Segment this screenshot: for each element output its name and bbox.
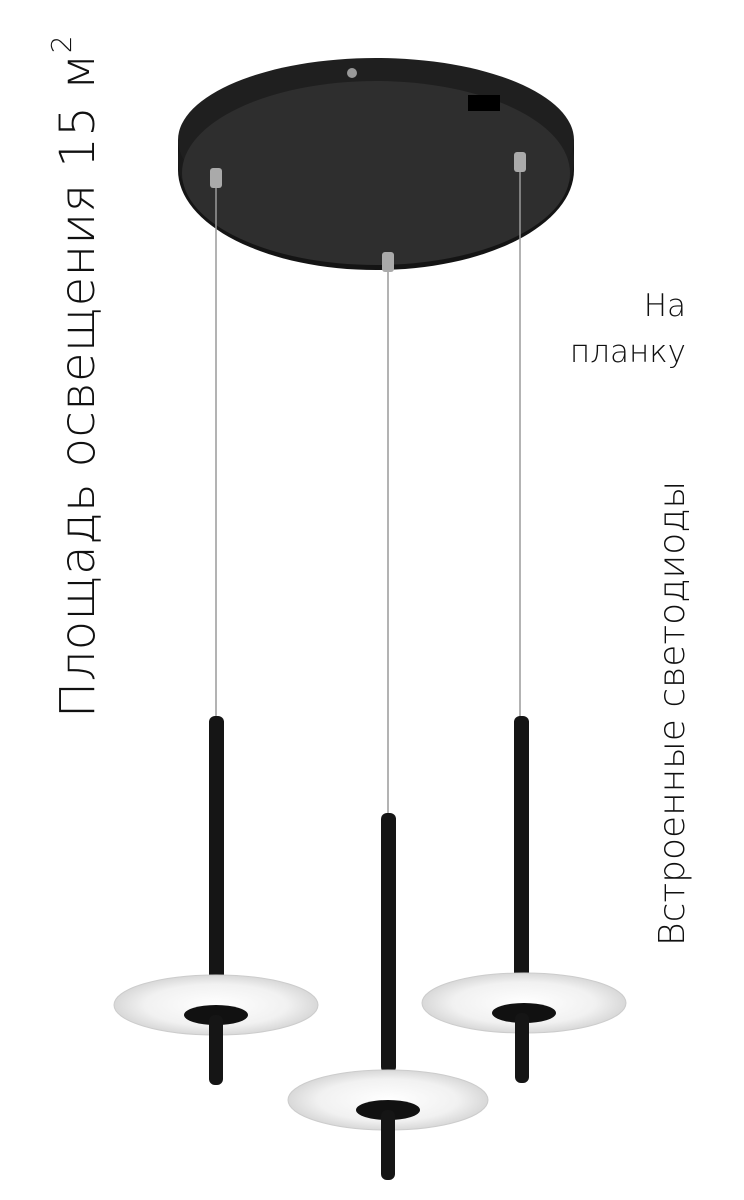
cables — [215, 165, 521, 815]
pendant-right — [421, 716, 627, 1083]
mounting-line-1: На — [643, 288, 686, 324]
canopy — [178, 58, 574, 270]
cable-clamps — [210, 152, 526, 272]
mounting-line-2: планку — [569, 334, 686, 370]
lighting-area-text: Площадь освещения 15 м — [50, 53, 106, 718]
lighting-area-label: Площадь освещения 15 м2 — [45, 35, 106, 718]
square-superscript: 2 — [45, 34, 78, 54]
light-source-label: Встроенные светодиоды — [652, 480, 693, 946]
pendant-left — [113, 716, 319, 1085]
mounting-type-label: На планку — [570, 283, 686, 375]
pendant-center — [287, 813, 489, 1180]
